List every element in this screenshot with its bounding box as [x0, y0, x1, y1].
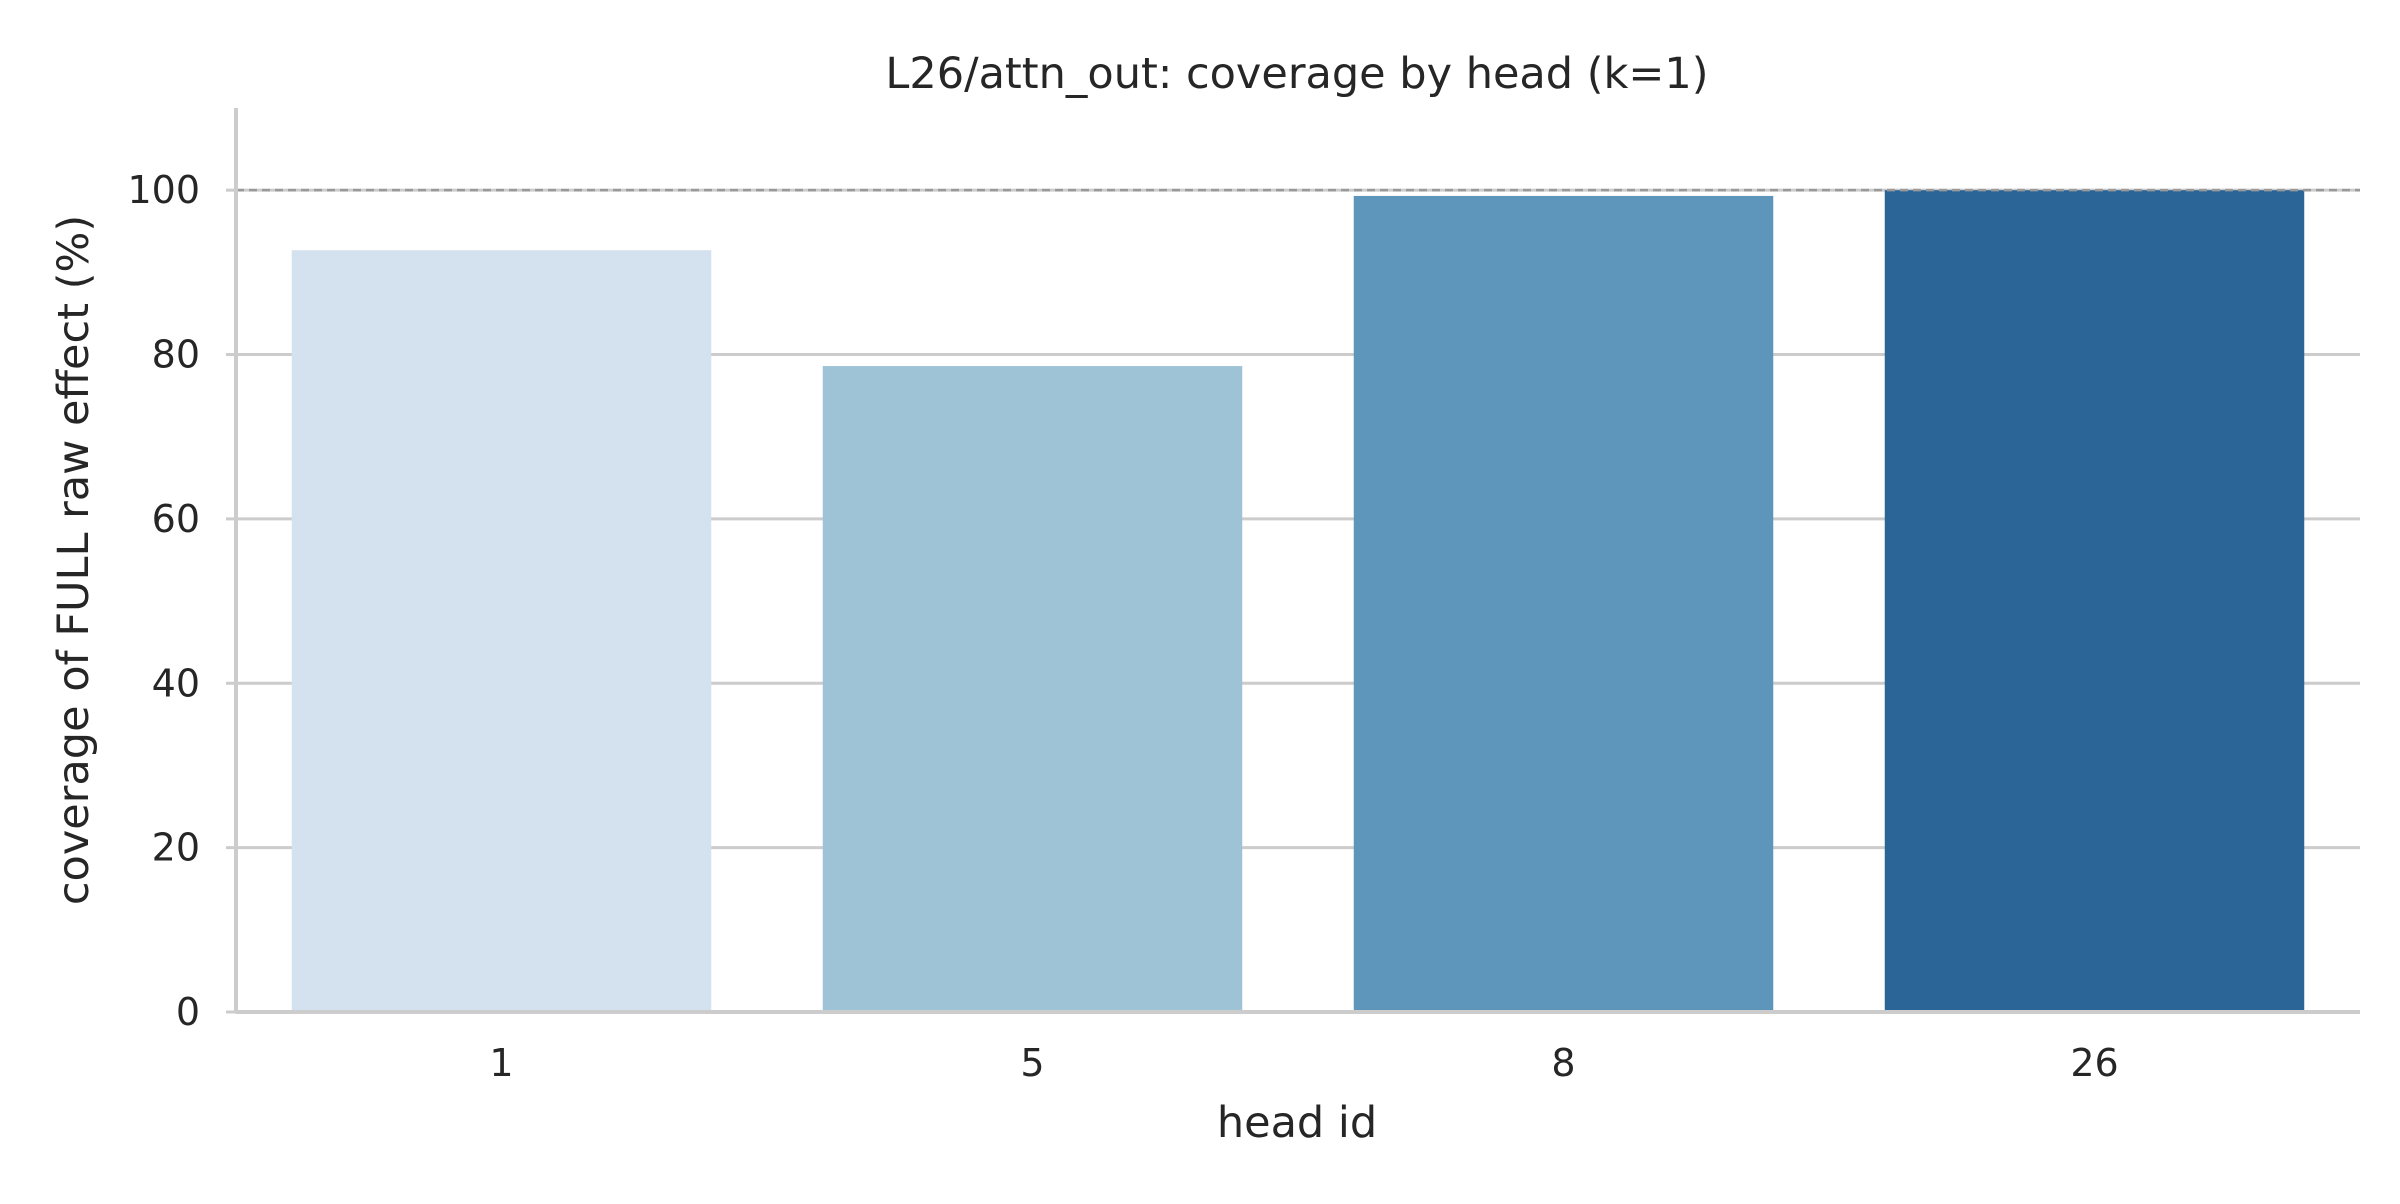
x-tick-label: 8	[1551, 1041, 1575, 1085]
y-tick-label: 80	[152, 333, 200, 377]
y-axis-title: coverage of FULL raw effect (%)	[49, 215, 99, 905]
bar	[1884, 190, 2305, 1012]
y-tick-label: 60	[152, 497, 200, 541]
axes	[226, 108, 2360, 1014]
x-axis-title: head id	[1217, 1098, 1377, 1148]
bar	[291, 250, 712, 1012]
x-tick-label: 1	[489, 1041, 513, 1085]
y-tick-label: 20	[152, 826, 200, 870]
x-tick-label: 5	[1020, 1041, 1044, 1085]
bar	[1353, 195, 1774, 1012]
tick-labels: 0 20 40 60 80 100 1 5 8 26	[127, 168, 2118, 1085]
y-tick-label: 40	[152, 661, 200, 705]
y-tick-label: 100	[127, 168, 200, 212]
x-tick-label: 26	[2070, 1041, 2118, 1085]
y-tick-label: 0	[176, 990, 200, 1034]
bars	[291, 190, 2305, 1012]
bar	[822, 366, 1243, 1012]
chart-title: L26/attn_out: coverage by head (k=1)	[885, 49, 1708, 99]
